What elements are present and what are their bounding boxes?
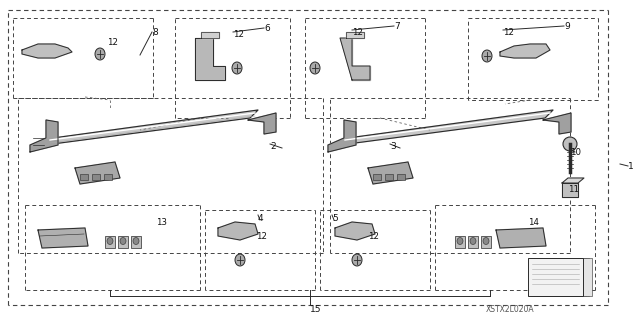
- Text: 5: 5: [332, 214, 338, 223]
- Ellipse shape: [457, 238, 463, 244]
- Ellipse shape: [470, 238, 476, 244]
- Text: 8: 8: [152, 28, 157, 37]
- Text: 3: 3: [390, 142, 396, 151]
- Polygon shape: [496, 228, 546, 248]
- Bar: [92, 174, 100, 180]
- Bar: [481, 236, 491, 248]
- Polygon shape: [340, 110, 553, 145]
- Polygon shape: [75, 162, 120, 184]
- Polygon shape: [248, 113, 276, 134]
- Text: 12: 12: [352, 28, 363, 37]
- Polygon shape: [534, 258, 589, 296]
- Polygon shape: [45, 110, 258, 145]
- Text: 4: 4: [258, 214, 264, 223]
- Text: 11: 11: [568, 185, 579, 194]
- Text: 7: 7: [394, 22, 400, 31]
- Polygon shape: [340, 38, 370, 80]
- Polygon shape: [537, 258, 592, 296]
- Bar: [118, 236, 128, 248]
- Polygon shape: [531, 258, 586, 296]
- Ellipse shape: [482, 50, 492, 62]
- Ellipse shape: [352, 254, 362, 266]
- Text: 13: 13: [156, 218, 167, 227]
- Ellipse shape: [107, 238, 113, 244]
- Polygon shape: [368, 162, 413, 184]
- Polygon shape: [346, 32, 364, 38]
- Text: 12: 12: [107, 38, 118, 47]
- Bar: [104, 174, 112, 180]
- Polygon shape: [335, 222, 375, 240]
- Polygon shape: [500, 44, 550, 58]
- Text: 2: 2: [270, 142, 276, 151]
- Text: 12: 12: [368, 232, 379, 241]
- Polygon shape: [218, 222, 258, 240]
- Text: 10: 10: [570, 148, 581, 157]
- Text: 9: 9: [564, 22, 570, 31]
- Polygon shape: [543, 113, 571, 134]
- Text: 12: 12: [256, 232, 267, 241]
- Polygon shape: [38, 228, 88, 248]
- Ellipse shape: [235, 254, 245, 266]
- Text: XSTX2L020A: XSTX2L020A: [486, 305, 534, 314]
- Polygon shape: [328, 120, 356, 152]
- Bar: [105, 236, 115, 248]
- Text: 14: 14: [528, 218, 539, 227]
- Polygon shape: [22, 44, 72, 58]
- Polygon shape: [201, 32, 219, 38]
- Ellipse shape: [310, 62, 320, 74]
- Text: 1: 1: [628, 162, 634, 171]
- Ellipse shape: [95, 48, 105, 60]
- Polygon shape: [562, 178, 584, 183]
- Bar: [455, 236, 465, 248]
- Ellipse shape: [232, 62, 242, 74]
- Text: 15: 15: [310, 305, 321, 314]
- Ellipse shape: [120, 238, 126, 244]
- Ellipse shape: [133, 238, 139, 244]
- Bar: [397, 174, 405, 180]
- Bar: [385, 174, 393, 180]
- Polygon shape: [30, 120, 58, 152]
- Bar: [468, 236, 478, 248]
- Bar: [80, 174, 88, 180]
- Polygon shape: [562, 183, 578, 197]
- Polygon shape: [195, 38, 225, 80]
- Text: 12: 12: [233, 30, 244, 39]
- Circle shape: [563, 137, 577, 151]
- Polygon shape: [528, 258, 583, 296]
- Bar: [373, 174, 381, 180]
- Bar: [131, 236, 141, 248]
- Text: 12: 12: [503, 28, 514, 37]
- Ellipse shape: [483, 238, 489, 244]
- Text: 6: 6: [264, 24, 269, 33]
